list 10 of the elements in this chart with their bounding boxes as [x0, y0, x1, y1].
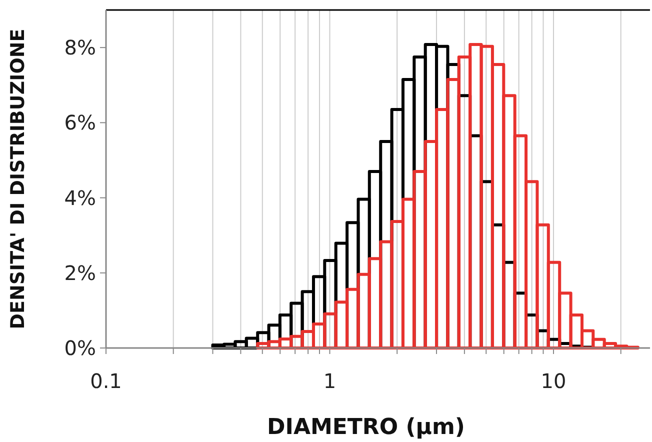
y-tick-label: 6%: [64, 110, 96, 135]
x-tick-label: 1: [323, 369, 336, 393]
x-tick-label: 0.1: [90, 369, 122, 393]
y-tick-label: 4%: [64, 186, 96, 210]
y-axis-title: DENSITA' DI DISTRIBUZIONE: [7, 28, 29, 330]
y-tick-label: 8%: [64, 36, 96, 60]
x-axis-title: DIAMETRO (µm): [267, 415, 465, 440]
y-tick-label: 0%: [64, 336, 96, 360]
y-tick-label: 2%: [64, 260, 96, 285]
x-tick-label: 10: [540, 369, 566, 393]
